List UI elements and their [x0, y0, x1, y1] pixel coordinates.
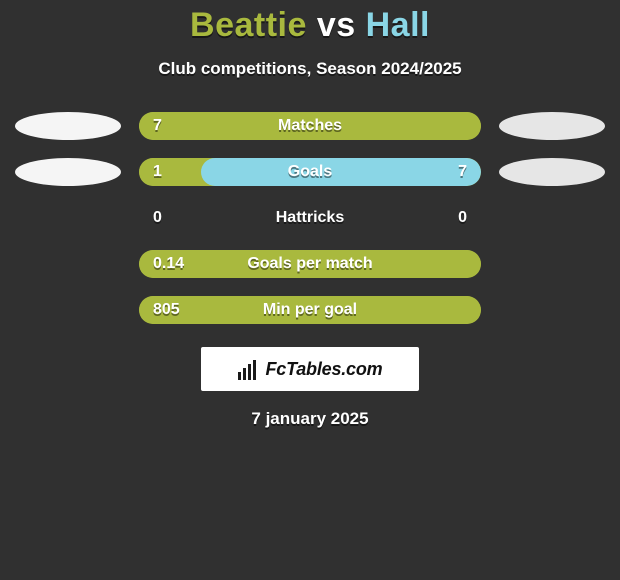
- page-title: Beattie vs Hall: [0, 6, 620, 45]
- player1-oval: [15, 250, 121, 278]
- title-player2: Hall: [366, 6, 430, 44]
- stat-row: 0 0Hattricks: [0, 195, 620, 241]
- stat-row: 805Min per goal: [0, 287, 620, 333]
- player1-oval: [15, 204, 121, 232]
- stat-bar: 17Goals: [139, 158, 481, 186]
- footer-date: 7 january 2025: [0, 409, 620, 429]
- stat-row: 7Matches: [0, 103, 620, 149]
- title-vs: vs: [317, 6, 356, 44]
- comparison-infographic: Beattie vs Hall Club competitions, Seaso…: [0, 0, 620, 580]
- branding-badge: FcTables.com: [201, 347, 419, 391]
- stat-label: Hattricks: [139, 204, 481, 232]
- stat-bar: 7Matches: [139, 112, 481, 140]
- title-player1: Beattie: [190, 6, 307, 44]
- bar-chart-icon: [238, 358, 260, 380]
- player2-oval: [499, 250, 605, 278]
- stat-value-left: 0: [139, 204, 176, 232]
- bar-fill-player1: [139, 296, 481, 324]
- bar-fill-player1: [139, 158, 201, 186]
- stat-row: 17Goals: [0, 149, 620, 195]
- stat-row: 0.14Goals per match: [0, 241, 620, 287]
- bar-fill-player1: [139, 250, 481, 278]
- bar-fill-player2: [201, 158, 481, 186]
- player2-oval: [499, 112, 605, 140]
- stat-bar: 0.14Goals per match: [139, 250, 481, 278]
- stat-value-right: 0: [444, 204, 481, 232]
- subtitle: Club competitions, Season 2024/2025: [0, 59, 620, 79]
- player2-oval: [499, 204, 605, 232]
- stat-bar: 805Min per goal: [139, 296, 481, 324]
- player1-oval: [15, 158, 121, 186]
- branding-text: FcTables.com: [266, 359, 383, 380]
- player1-oval: [15, 296, 121, 324]
- player1-oval: [15, 112, 121, 140]
- bar-fill-player1: [139, 112, 481, 140]
- player2-oval: [499, 158, 605, 186]
- stat-rows: 7Matches 17Goals 0 0Hattricks 0.14Goals per …: [0, 103, 620, 333]
- player2-oval: [499, 296, 605, 324]
- stat-bar: 0 0Hattricks: [139, 204, 481, 232]
